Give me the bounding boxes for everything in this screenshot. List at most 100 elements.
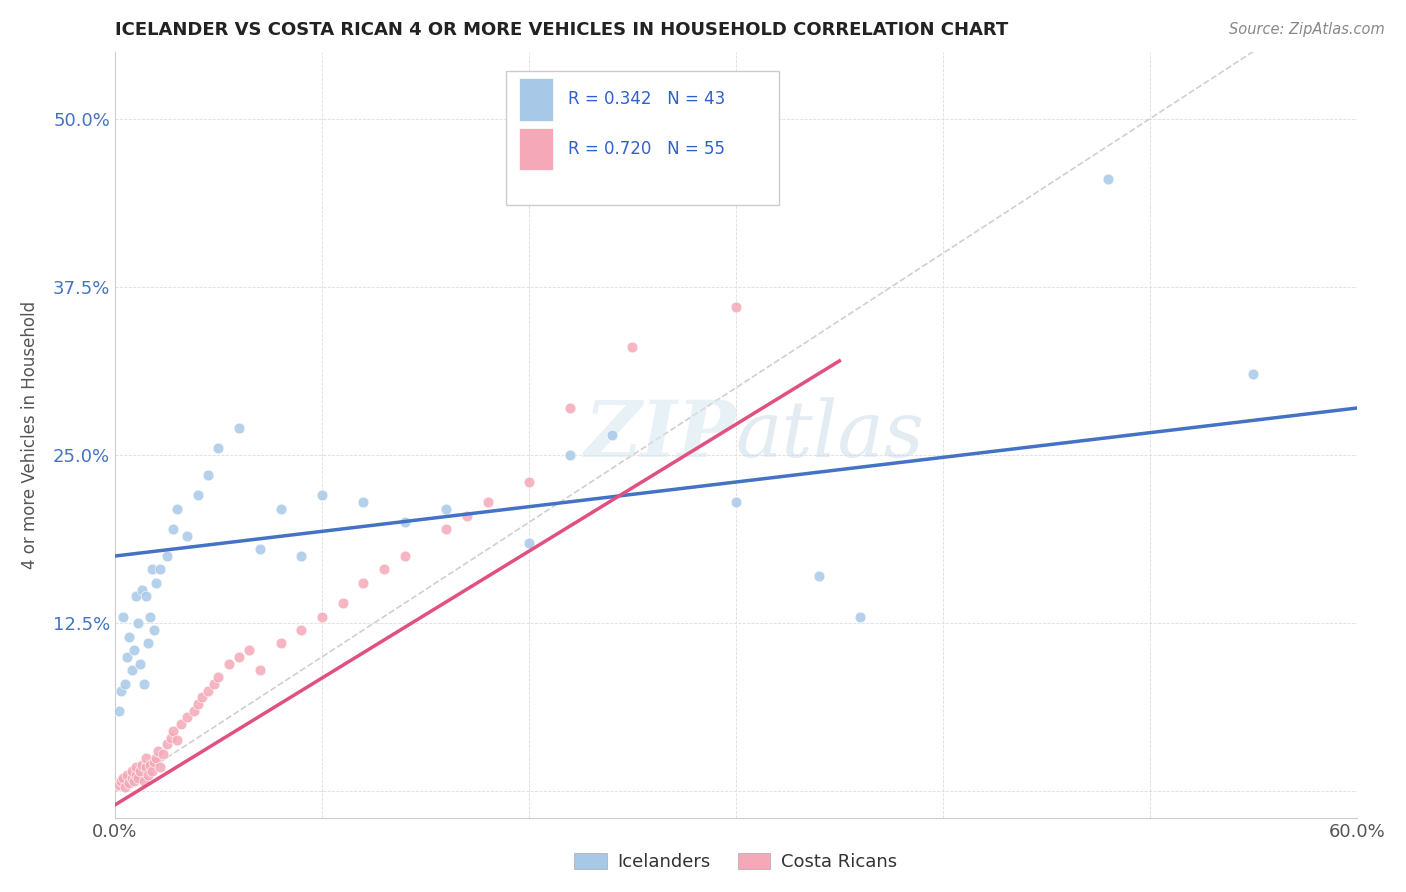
Point [724,495,747,509]
Point [352,495,374,509]
Legend: Icelanders, Costa Ricans: Icelanders, Costa Ricans [567,846,904,879]
Point [434,522,457,536]
Point [249,664,271,678]
Point [270,636,292,650]
Point [197,468,219,483]
Point [290,549,312,563]
Text: R = 0.720   N = 55: R = 0.720 N = 55 [568,140,725,158]
Text: Source: ZipAtlas.com: Source: ZipAtlas.com [1229,22,1385,37]
Text: atlas: atlas [735,397,925,473]
Point [156,738,179,752]
Point [131,757,153,772]
Point [517,535,540,549]
Point [132,773,155,788]
Point [183,704,205,718]
Point [207,442,229,456]
Point [114,780,136,795]
Point [290,623,312,637]
Point [112,771,135,785]
Point [849,609,872,624]
Point [121,764,143,779]
Point [270,502,292,516]
Point [135,751,157,765]
Point [807,569,830,583]
Point [121,664,143,678]
Point [218,657,240,671]
Point [152,747,174,761]
Point [128,657,150,671]
Point [207,670,229,684]
Point [311,609,333,624]
Point [176,529,198,543]
Point [110,683,132,698]
Point [131,582,153,597]
Point [139,757,162,772]
Point [117,649,139,664]
Point [456,508,478,523]
Point [132,677,155,691]
Point [560,448,582,462]
Point [191,690,214,705]
Point [621,341,644,355]
Point [112,609,135,624]
Point [124,768,146,782]
Point [1097,172,1119,186]
Point [517,475,540,489]
FancyBboxPatch shape [519,128,554,170]
Point [136,636,159,650]
Point [228,649,250,664]
FancyBboxPatch shape [519,78,554,120]
Point [373,562,395,576]
Point [127,771,149,785]
Point [145,576,167,591]
Y-axis label: 4 or more Vehicles in Household: 4 or more Vehicles in Household [21,301,39,569]
Text: ZIP: ZIP [585,397,735,473]
Point [600,428,623,442]
Point [1241,368,1264,382]
Point [187,488,209,502]
Point [170,717,193,731]
Point [143,755,166,769]
Point [162,522,184,536]
Point [238,643,260,657]
Point [124,590,146,604]
Point [394,516,416,530]
Point [135,590,157,604]
Point [136,768,159,782]
Point [160,731,183,745]
Point [139,609,162,624]
Point [311,488,333,502]
Text: R = 0.342   N = 43: R = 0.342 N = 43 [568,90,725,108]
Point [187,697,209,711]
Point [166,502,188,516]
Point [394,549,416,563]
Point [434,502,457,516]
Point [145,751,167,765]
Point [228,421,250,435]
Point [114,677,136,691]
Point [149,562,172,576]
Point [143,623,166,637]
Point [202,677,225,691]
Point [156,549,179,563]
Point [162,723,184,738]
Point [197,683,219,698]
Point [166,733,188,747]
Point [124,760,146,774]
Point [249,542,271,557]
Point [128,764,150,779]
Point [117,768,139,782]
Point [176,710,198,724]
Point [122,773,145,788]
Point [127,616,149,631]
FancyBboxPatch shape [506,70,779,205]
Point [108,704,131,718]
Point [352,576,374,591]
Point [121,771,143,785]
Point [724,300,747,314]
Point [122,643,145,657]
Point [332,596,354,610]
Point [148,744,170,758]
Point [141,562,163,576]
Point [118,630,141,644]
